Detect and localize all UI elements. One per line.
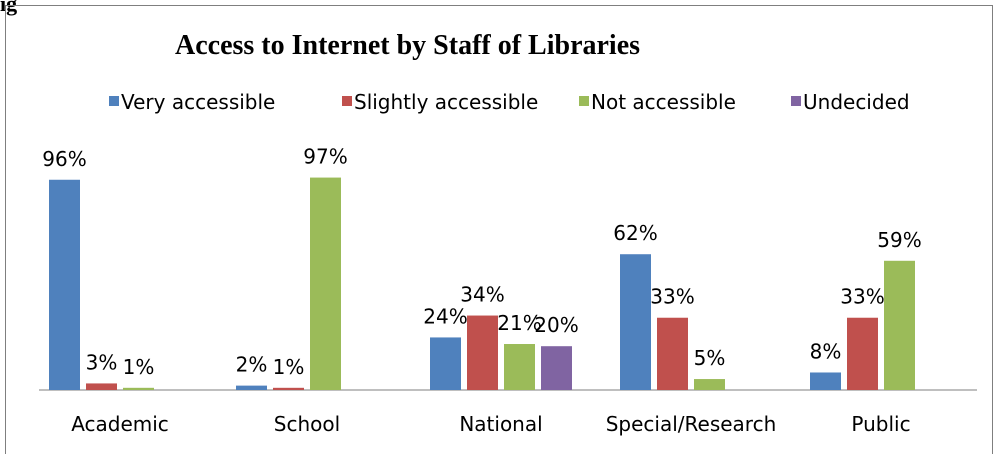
x-tick-label-3: National (459, 412, 542, 436)
legend-swatch-4 (791, 96, 801, 106)
x-tick-label-1: Academic (71, 412, 169, 436)
legend-label-4: Undecided (803, 90, 910, 114)
data-label-1-1: 96% (42, 147, 86, 171)
chart-frame (5, 5, 993, 454)
bar-3-1 (123, 387, 154, 390)
legend-swatch-1 (109, 96, 119, 106)
data-label-2-5: 33% (840, 285, 884, 309)
bar-4-3 (541, 346, 572, 390)
bar-1-2 (236, 385, 267, 390)
legend-swatch-2 (342, 96, 352, 106)
bar-1-1 (49, 179, 80, 390)
data-label-1-3: 24% (423, 304, 467, 328)
legend-swatch-3 (579, 96, 589, 106)
bar-1-4 (620, 254, 651, 390)
bar-2-1 (86, 383, 117, 390)
x-tick-label-5: Public (851, 412, 910, 436)
bar-3-2 (310, 177, 341, 390)
bar-2-3 (467, 315, 498, 390)
data-label-3-3: 21% (497, 311, 541, 335)
data-label-1-5: 8% (810, 339, 842, 363)
x-tick-label-2: School (274, 412, 340, 436)
data-labels: 96%3% 1% 2% 1%97%24%34%21%20%62%33%5% 8%33%5… (42, 145, 921, 379)
figure-label: ig (0, 0, 18, 16)
bar-3-3 (504, 344, 535, 390)
data-label-3-4: 5% (694, 346, 726, 370)
bar-2-5 (847, 317, 878, 390)
bar-1-3 (430, 337, 461, 390)
bar-3-4 (694, 379, 725, 390)
data-label-2-3: 34% (460, 283, 504, 307)
data-label-3-2: 97% (303, 145, 347, 169)
bar-2-2 (273, 387, 304, 390)
legend-label-2: Slightly accessible (354, 90, 538, 114)
data-label-3-5: 59% (877, 228, 921, 252)
data-label-1-2: 2% (236, 353, 268, 377)
bar-3-5 (884, 260, 915, 390)
x-tick-labels: Academic School National Special/Research Pu… (71, 412, 910, 436)
bars (49, 177, 915, 390)
data-label-2-1: 3% (86, 350, 118, 374)
data-label-2-4: 33% (650, 285, 694, 309)
data-label-2-2: 1% (273, 355, 305, 379)
data-label-4-3: 20% (534, 313, 578, 337)
bar-1-5 (810, 372, 841, 390)
legend-label-1: Very accessible (121, 90, 275, 114)
x-tick-label-4: Special/Research (606, 412, 777, 436)
bar-2-4 (657, 317, 688, 390)
data-label-3-1: 1% (123, 355, 155, 379)
legend: Very accessible Slightly accessible Not ac… (109, 90, 910, 114)
data-label-1-4: 62% (613, 221, 657, 245)
legend-label-3: Not accessible (591, 90, 736, 114)
chart-title: Access to Internet by Staff of Libraries (175, 30, 640, 61)
